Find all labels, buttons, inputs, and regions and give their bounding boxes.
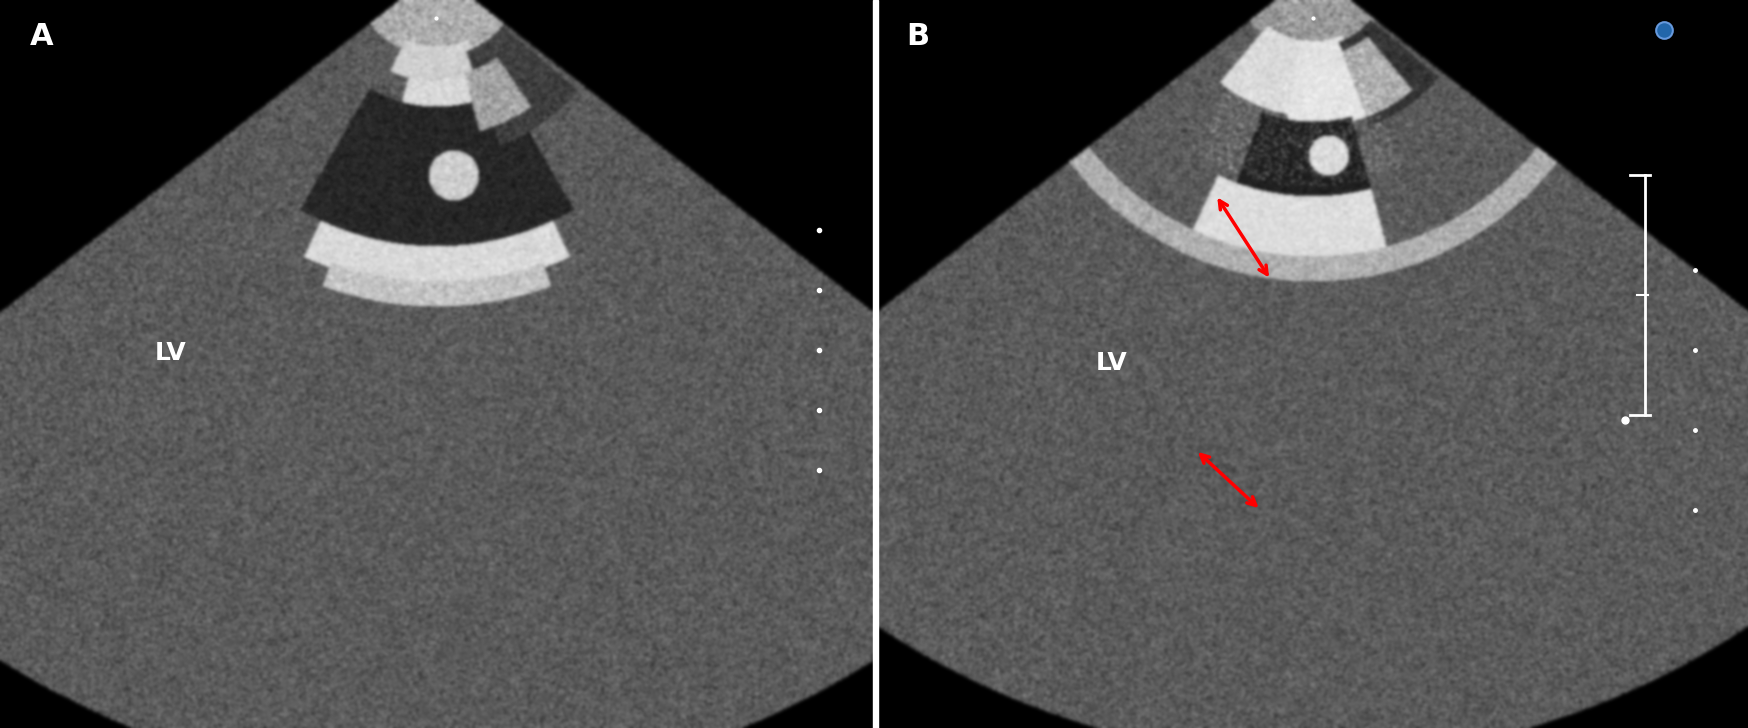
Text: LV: LV xyxy=(1096,351,1127,375)
Text: LV: LV xyxy=(154,341,187,365)
Text: B: B xyxy=(905,22,928,51)
Text: A: A xyxy=(30,22,54,51)
